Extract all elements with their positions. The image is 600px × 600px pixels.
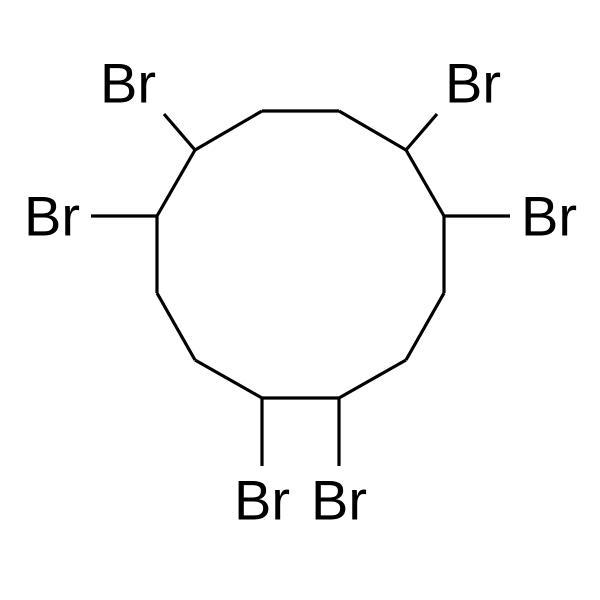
atom-label-br: Br [311, 469, 367, 532]
bond [164, 114, 195, 150]
bond [339, 111, 406, 150]
atom-label-br: Br [234, 469, 290, 532]
bond [157, 150, 195, 216]
bond [406, 150, 444, 216]
bond [195, 111, 262, 150]
bond [339, 360, 406, 398]
bonds-layer [91, 111, 510, 466]
atom-label-br: Br [24, 185, 80, 248]
atom-label-br: Br [521, 185, 577, 248]
bond [195, 360, 262, 398]
labels-layer: Br Br Br Br Br Br [24, 52, 577, 532]
molecule-diagram: Br Br Br Br Br Br [0, 0, 600, 600]
atom-label-br: Br [100, 52, 156, 115]
bond [406, 293, 444, 360]
atom-label-br: Br [445, 52, 501, 115]
bond [157, 293, 195, 360]
bond [406, 114, 437, 150]
